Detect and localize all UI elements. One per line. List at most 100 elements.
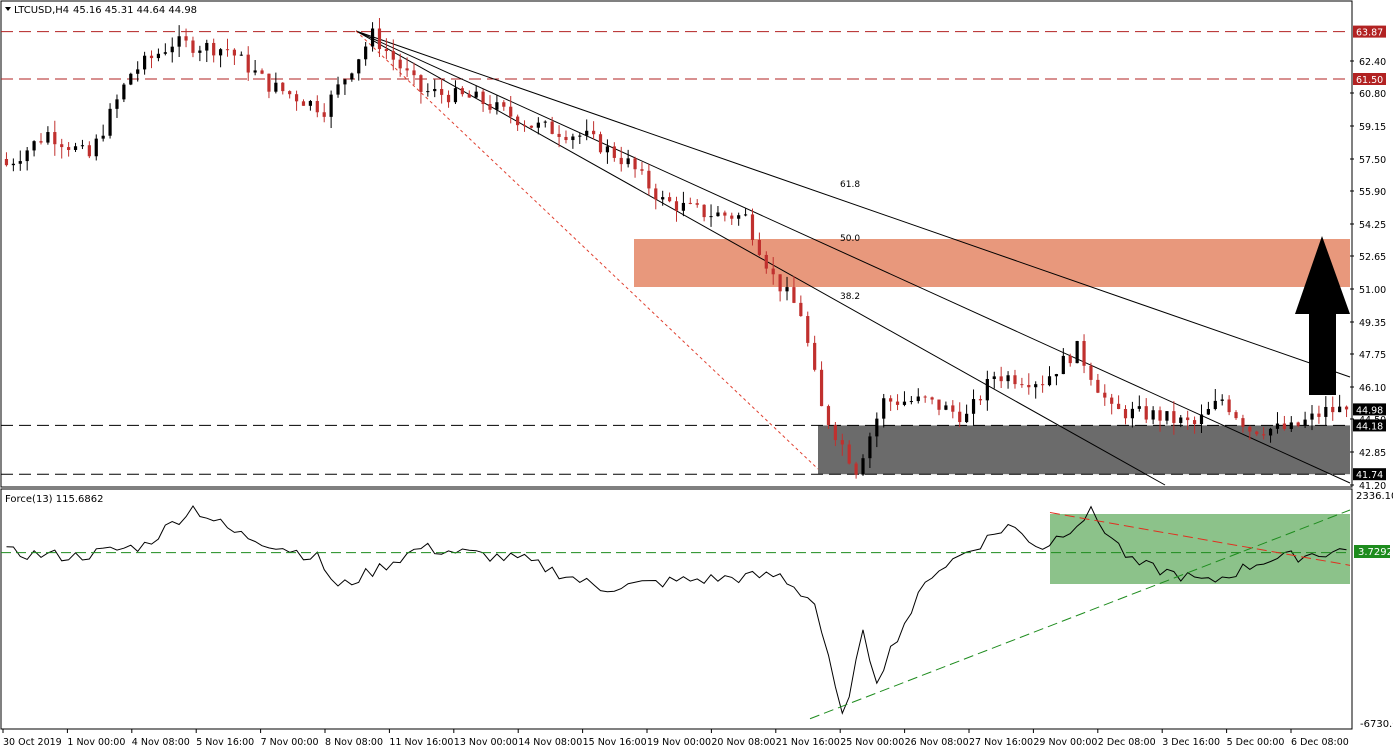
candle-body bbox=[315, 101, 319, 113]
candle-body bbox=[978, 399, 983, 401]
price-tick-label: 59.15 bbox=[1359, 122, 1386, 133]
price-tick-label: 49.35 bbox=[1359, 318, 1386, 329]
indicator-level-label: 3.7292 bbox=[1358, 547, 1393, 558]
candle-body bbox=[1068, 355, 1072, 364]
fan-baseline bbox=[355, 30, 819, 470]
candle-body bbox=[191, 40, 195, 53]
candle-body bbox=[557, 133, 561, 137]
candle-body bbox=[1110, 397, 1114, 404]
candle-body bbox=[377, 28, 382, 50]
candle-body bbox=[364, 46, 368, 60]
time-tick-label: 11 Nov 16:00 bbox=[389, 737, 453, 748]
candle-body bbox=[440, 88, 444, 95]
candle-body bbox=[985, 379, 989, 401]
candle-body bbox=[467, 94, 471, 98]
candle-body bbox=[136, 69, 140, 74]
candle-body bbox=[516, 116, 520, 126]
candle-body bbox=[578, 135, 582, 137]
candle-body bbox=[930, 397, 934, 400]
price-tick-label: 51.00 bbox=[1359, 285, 1386, 296]
candle-body bbox=[640, 169, 644, 171]
candle-body bbox=[992, 376, 996, 380]
candle-body bbox=[46, 132, 50, 143]
price-tick-label: 60.80 bbox=[1359, 89, 1386, 100]
candle-body bbox=[218, 49, 223, 56]
candle-body bbox=[149, 55, 154, 59]
time-tick-label: 13 Nov 00:00 bbox=[454, 737, 518, 748]
candle-body bbox=[25, 150, 29, 162]
candle-body bbox=[267, 73, 271, 92]
level-badge bbox=[1353, 419, 1386, 432]
candle-body bbox=[1089, 365, 1093, 380]
candle-body bbox=[253, 70, 257, 73]
time-tick-label: 1 Nov 00:00 bbox=[67, 737, 125, 748]
candle-body bbox=[1116, 403, 1121, 410]
candle-body bbox=[688, 202, 692, 204]
candle-body bbox=[723, 212, 727, 216]
candle-body bbox=[4, 159, 9, 166]
candle-body bbox=[433, 88, 437, 92]
candle-body bbox=[813, 342, 817, 370]
time-tick-label: 5 Nov 16:00 bbox=[196, 737, 254, 748]
candle-body bbox=[1020, 384, 1024, 386]
time-tick-label: 25 Nov 00:00 bbox=[840, 737, 904, 748]
candle-body bbox=[419, 75, 423, 92]
level-badge-label: 63.87 bbox=[1356, 28, 1383, 39]
candle-body bbox=[1338, 406, 1342, 413]
candle-body bbox=[1241, 418, 1245, 427]
candle-body bbox=[868, 436, 872, 459]
candle-body bbox=[398, 59, 402, 69]
candle-body bbox=[1130, 408, 1135, 419]
time-tick-label: 26 Nov 08:00 bbox=[905, 737, 969, 748]
candle-body bbox=[446, 94, 451, 103]
candle-body bbox=[785, 287, 789, 292]
candle-body bbox=[626, 158, 630, 165]
indicator-min-label: -6730.05 bbox=[1360, 719, 1393, 730]
candle-body bbox=[122, 84, 126, 100]
candle-body bbox=[598, 134, 603, 153]
candle-body bbox=[564, 136, 568, 141]
candle-body bbox=[778, 274, 782, 292]
candle-body bbox=[1123, 409, 1128, 419]
current-price-label: 44.98 bbox=[1356, 405, 1383, 416]
candle-body bbox=[681, 202, 686, 211]
candle-body bbox=[1262, 434, 1266, 436]
candle-body bbox=[826, 406, 831, 426]
candle-body bbox=[1137, 406, 1141, 409]
level-badge bbox=[1353, 25, 1386, 38]
candle-body bbox=[799, 302, 803, 317]
candle-body bbox=[1227, 399, 1231, 413]
time-tick-label: 14 Nov 08:00 bbox=[518, 737, 582, 748]
candle-body bbox=[592, 130, 596, 135]
price-tick-label: 47.75 bbox=[1359, 350, 1386, 361]
candle-body bbox=[1192, 420, 1197, 425]
fan-level-label: 38.2 bbox=[840, 292, 860, 302]
candle-body bbox=[32, 141, 36, 151]
candle-body bbox=[198, 50, 202, 53]
candle-body bbox=[1275, 423, 1280, 429]
candle-body bbox=[1324, 406, 1328, 417]
candle-body bbox=[1179, 417, 1183, 423]
force-index-lines bbox=[1, 505, 1351, 720]
horizontal-levels bbox=[1, 31, 1350, 475]
time-tick-label: 30 Oct 2019 bbox=[3, 737, 62, 748]
candle-body bbox=[350, 73, 354, 80]
candle-body bbox=[73, 146, 78, 150]
force-downtrend-line bbox=[1049, 512, 1351, 566]
candle-body bbox=[792, 287, 796, 303]
candle-body bbox=[571, 136, 575, 141]
candle-body bbox=[357, 59, 361, 74]
symbol-label: LTCUSD,H4 bbox=[14, 5, 69, 16]
candle-body bbox=[667, 197, 672, 202]
candle-body bbox=[53, 132, 57, 145]
candle-body bbox=[902, 401, 907, 405]
candle-body bbox=[460, 88, 464, 95]
collapse-triangle-icon[interactable] bbox=[5, 7, 11, 11]
support-zone bbox=[818, 425, 1350, 475]
candle-body bbox=[1206, 409, 1210, 415]
price-tick-label: 62.40 bbox=[1359, 57, 1386, 68]
candle-body bbox=[654, 188, 658, 200]
candle-body bbox=[875, 418, 879, 437]
candle-body bbox=[695, 203, 699, 205]
